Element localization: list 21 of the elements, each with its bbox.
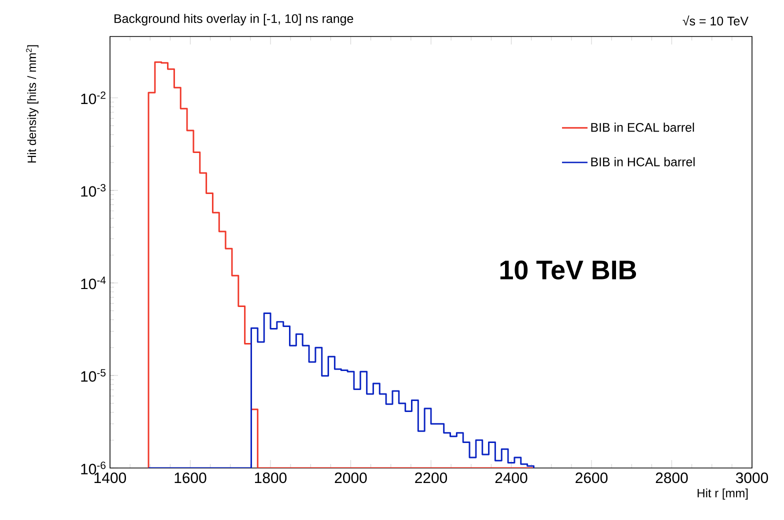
x-tick-label: 2600	[576, 472, 608, 484]
x-tick-label: 2000	[334, 472, 367, 484]
legend-label: BIB in ECAL barrel	[591, 122, 694, 132]
x-axis-title: Hit r [mm]	[698, 488, 748, 500]
y-axis-title: Hit density [hits / mm$^{2}$]	[26, 45, 38, 163]
x-tick-label: 2200	[415, 472, 448, 484]
y-tick-label: 10$^{-6}$	[81, 462, 106, 474]
x-tick-label: 3000	[736, 472, 768, 484]
x-tick-label: 2800	[656, 472, 688, 484]
x-tick-label: 2400	[495, 472, 528, 484]
chart-title: Background hits overlay in [-1, 10] ns range	[114, 14, 354, 26]
annotation: 10 TeV BIB	[500, 260, 636, 280]
x-tick-label: 1800	[255, 472, 287, 484]
y-tick-label: 10$^{-4}$	[81, 276, 106, 290]
x-tick-label: 1400	[94, 472, 126, 484]
y-tick-label: 10$^{-5}$	[81, 369, 106, 382]
y-tick-label: 10$^{-3}$	[81, 184, 106, 197]
y-tick-label: 10$^{-2}$	[81, 92, 106, 104]
text: √s = 10 TeV	[682, 16, 748, 26]
legend-label: BIB in HCAL barrel	[591, 157, 695, 166]
x-tick-label: 1600	[174, 472, 206, 484]
